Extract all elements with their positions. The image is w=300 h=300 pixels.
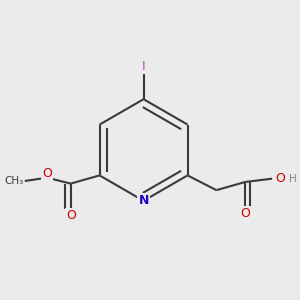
Text: I: I xyxy=(142,60,146,73)
Text: O: O xyxy=(66,208,76,222)
Text: O: O xyxy=(42,167,52,180)
Text: H: H xyxy=(289,174,297,184)
Text: N: N xyxy=(138,194,149,207)
Text: O: O xyxy=(275,172,285,185)
Text: CH₃: CH₃ xyxy=(4,176,23,186)
Text: O: O xyxy=(240,207,250,220)
